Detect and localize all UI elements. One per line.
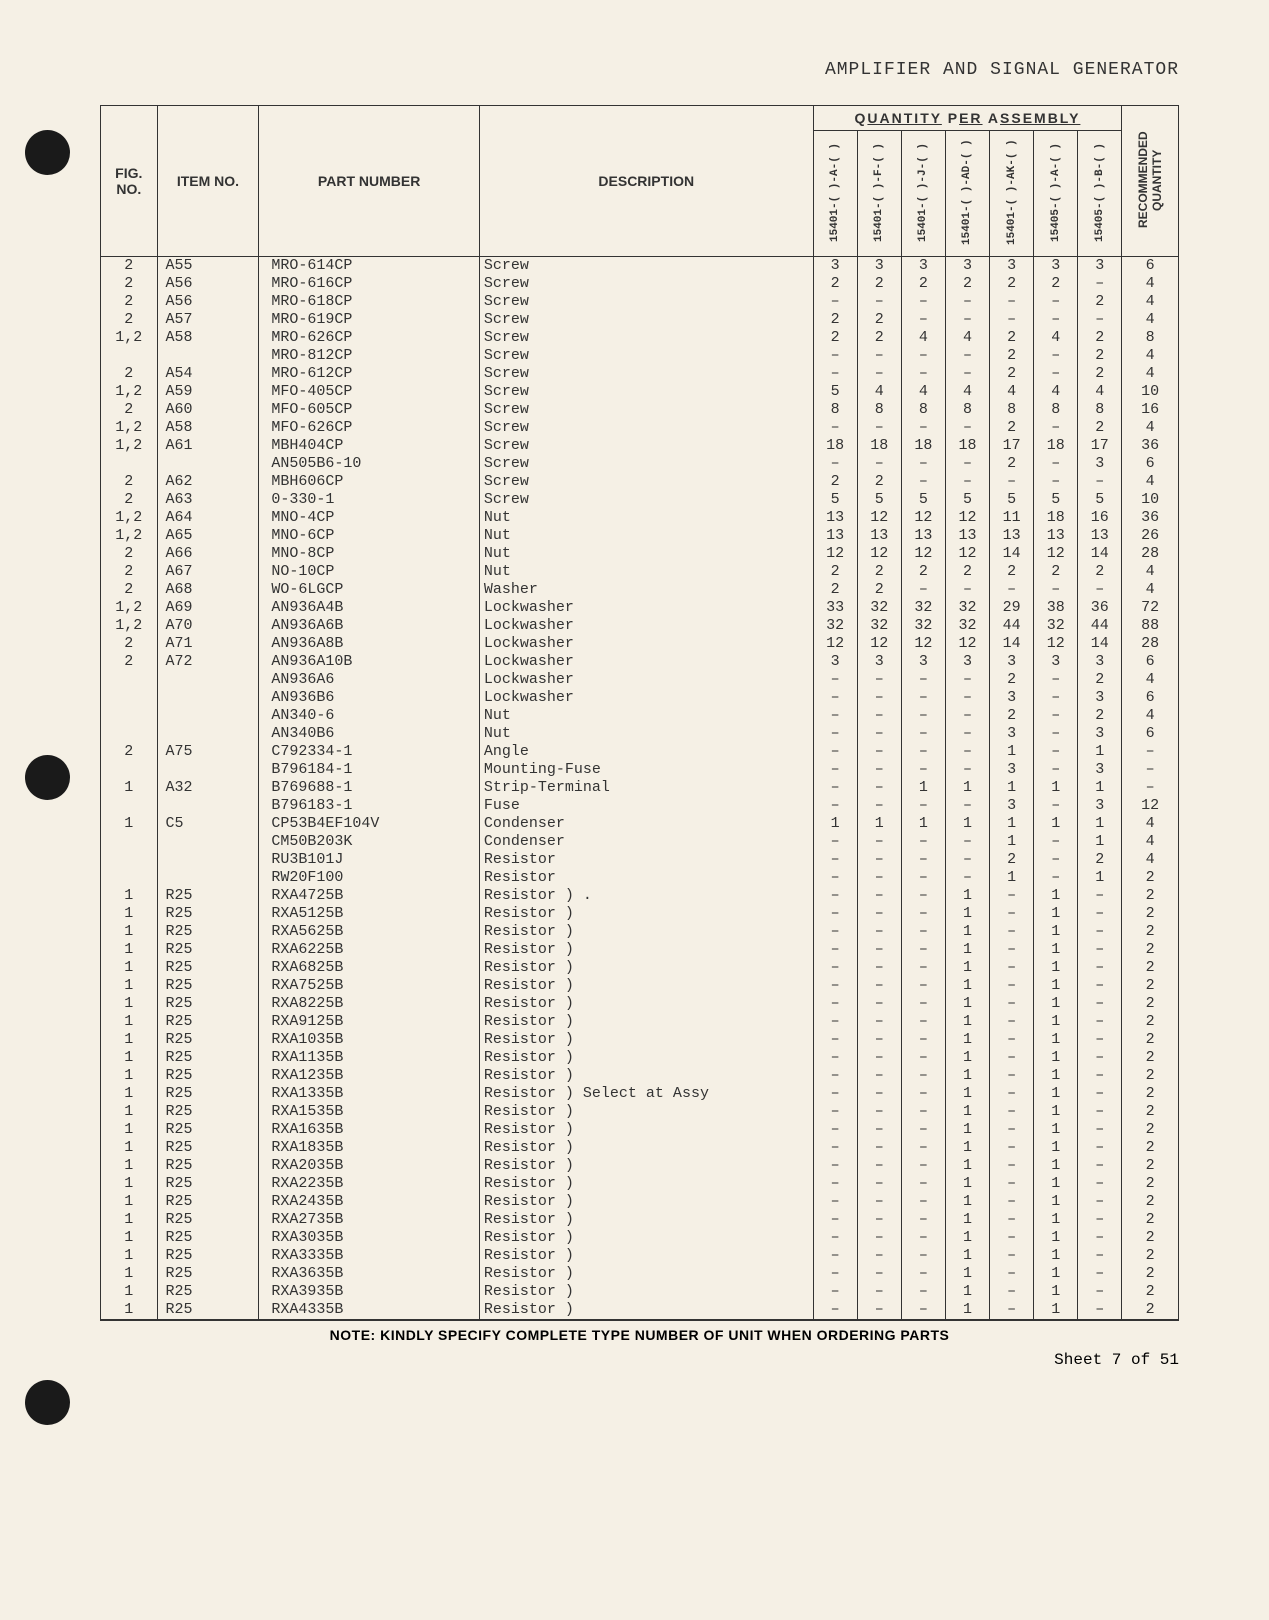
table-row: 1,2A69AN936A4BLockwasher3332323229383672 — [101, 599, 1179, 617]
table-row: AN505B6-10Screw––––2–36 — [101, 455, 1179, 473]
col-header-qty-6: 15405-( )-B-( ) — [1078, 131, 1122, 257]
table-row: 1R25RXA7525BResistor )–––1–1–2 — [101, 977, 1179, 995]
col-header-qty-group: QUANTITY PER ASSEMBLY — [813, 106, 1122, 131]
table-row: 1R25RXA3635BResistor )–––1–1–2 — [101, 1265, 1179, 1283]
table-row: 1R25RXA4725BResistor ) .–––1–1–2 — [101, 887, 1179, 905]
table-row: B796183-1Fuse––––3–312 — [101, 797, 1179, 815]
col-header-qty-1: 15401-( )-F-( ) — [857, 131, 901, 257]
parts-table: FIG. NO. ITEM NO. PART NUMBER DESCRIPTIO… — [100, 105, 1179, 1321]
table-row: 2A630-330-1Screw555555510 — [101, 491, 1179, 509]
table-row: 1,2A70AN936A6BLockwasher3232323244324488 — [101, 617, 1179, 635]
punch-hole-icon — [25, 1380, 70, 1425]
table-row: 1R25RXA1135BResistor )–––1–1–2 — [101, 1049, 1179, 1067]
table-row: AN936A6Lockwasher––––2–24 — [101, 671, 1179, 689]
table-row: 1R25RXA3035BResistor )–––1–1–2 — [101, 1229, 1179, 1247]
col-header-item: ITEM NO. — [157, 106, 259, 257]
table-row: MRO-812CPScrew––––2–24 — [101, 347, 1179, 365]
table-row: 1,2A64MNO-4CPNut1312121211181636 — [101, 509, 1179, 527]
table-row: 1,2A58MRO-626CPScrew22442428 — [101, 329, 1179, 347]
document-page: AMPLIFIER AND SIGNAL GENERATOR FIG. NO. … — [0, 0, 1269, 1620]
table-row: 1R25RXA1635BResistor )–––1–1–2 — [101, 1121, 1179, 1139]
table-row: 2A66MNO-8CPNut1212121214121428 — [101, 545, 1179, 563]
table-row: 1R25RXA4335BResistor )–––1–1–2 — [101, 1301, 1179, 1320]
table-row: 1,2A58MFO-626CPScrew––––2–24 — [101, 419, 1179, 437]
table-row: 1R25RXA6225BResistor )–––1–1–2 — [101, 941, 1179, 959]
col-header-qty-3: 15401-( )-AD-( ) — [945, 131, 989, 257]
sheet-number: Sheet 7 of 51 — [100, 1351, 1179, 1369]
col-header-qty-2: 15401-( )-J-( ) — [901, 131, 945, 257]
table-row: 1A32B769688-1Strip-Terminal––11111– — [101, 779, 1179, 797]
table-row: 2A75C792334-1Angle––––1–1– — [101, 743, 1179, 761]
col-header-part: PART NUMBER — [259, 106, 480, 257]
table-row: 1R25RXA6825BResistor )–––1–1–2 — [101, 959, 1179, 977]
table-row: 1R25RXA5625BResistor )–––1–1–2 — [101, 923, 1179, 941]
table-body: 2A55MRO-614CPScrew333333362A56MRO-616CPS… — [101, 257, 1179, 1321]
table-row: 1,2A61MBH404CPScrew1818181817181736 — [101, 437, 1179, 455]
table-row: 2A67NO-10CPNut22222224 — [101, 563, 1179, 581]
table-row: 2A54MRO-612CPScrew––––2–24 — [101, 365, 1179, 383]
table-row: RU3B101JResistor––––2–24 — [101, 851, 1179, 869]
table-row: 2A72AN936A10BLockwasher33333336 — [101, 653, 1179, 671]
table-row: 1R25RXA1035BResistor )–––1–1–2 — [101, 1031, 1179, 1049]
table-row: CM50B203KCondenser––––1–14 — [101, 833, 1179, 851]
table-row: 2A56MRO-616CPScrew222222–4 — [101, 275, 1179, 293]
col-header-qty-5: 15405-( )-A-( ) — [1034, 131, 1078, 257]
punch-hole-icon — [25, 755, 70, 800]
col-header-fig: FIG. NO. — [101, 106, 158, 257]
table-row: 1R25RXA5125BResistor )–––1–1–2 — [101, 905, 1179, 923]
table-row: 1R25RXA2435BResistor )–––1–1–2 — [101, 1193, 1179, 1211]
table-row: 1R25RXA1535BResistor )–––1–1–2 — [101, 1103, 1179, 1121]
col-header-qty-4: 15401-( )-AK-( ) — [990, 131, 1034, 257]
table-row: 1,2A59MFO-405CPScrew544444410 — [101, 383, 1179, 401]
punch-hole-icon — [25, 130, 70, 175]
table-row: 1R25RXA3335BResistor )–––1–1–2 — [101, 1247, 1179, 1265]
table-row: AN340-6Nut––––2–24 — [101, 707, 1179, 725]
table-row: 1,2A65MNO-6CPNut1313131313131326 — [101, 527, 1179, 545]
table-row: 2A56MRO-618CPScrew––––––24 — [101, 293, 1179, 311]
table-row: B796184-1Mounting-Fuse––––3–3– — [101, 761, 1179, 779]
table-row: 1C5CP53B4EF104VCondenser11111114 — [101, 815, 1179, 833]
table-row: 2A60MFO-605CPScrew888888816 — [101, 401, 1179, 419]
col-header-desc: DESCRIPTION — [479, 106, 813, 257]
table-row: 1R25RXA1335BResistor ) Select at Assy–––… — [101, 1085, 1179, 1103]
table-row: 2A68WO-6LGCPWasher22–––––4 — [101, 581, 1179, 599]
table-row: 1R25RXA8225BResistor )–––1–1–2 — [101, 995, 1179, 1013]
table-row: 1R25RXA3935BResistor )–––1–1–2 — [101, 1283, 1179, 1301]
col-header-qty-0: 15401-( )-A-( ) — [813, 131, 857, 257]
table-row: 2A62MBH606CPScrew22–––––4 — [101, 473, 1179, 491]
table-row: RW20F100Resistor––––1–12 — [101, 869, 1179, 887]
table-row: 1R25RXA9125BResistor )–––1–1–2 — [101, 1013, 1179, 1031]
footnote: NOTE: KINDLY SPECIFY COMPLETE TYPE NUMBE… — [100, 1327, 1179, 1343]
col-header-rec: RECOMMENDED QUANTITY — [1122, 106, 1179, 257]
table-row: 2A57MRO-619CPScrew22–––––4 — [101, 311, 1179, 329]
table-row: AN340B6Nut––––3–36 — [101, 725, 1179, 743]
table-row: 2A55MRO-614CPScrew33333336 — [101, 257, 1179, 276]
table-row: 2A71AN936A8BLockwasher1212121214121428 — [101, 635, 1179, 653]
table-row: 1R25RXA2035BResistor )–––1–1–2 — [101, 1157, 1179, 1175]
table-row: AN936B6Lockwasher––––3–36 — [101, 689, 1179, 707]
table-row: 1R25RXA2735BResistor )–––1–1–2 — [101, 1211, 1179, 1229]
page-title: AMPLIFIER AND SIGNAL GENERATOR — [100, 60, 1179, 80]
table-row: 1R25RXA1835BResistor )–––1–1–2 — [101, 1139, 1179, 1157]
table-row: 1R25RXA2235BResistor )–––1–1–2 — [101, 1175, 1179, 1193]
table-row: 1R25RXA1235BResistor )–––1–1–2 — [101, 1067, 1179, 1085]
